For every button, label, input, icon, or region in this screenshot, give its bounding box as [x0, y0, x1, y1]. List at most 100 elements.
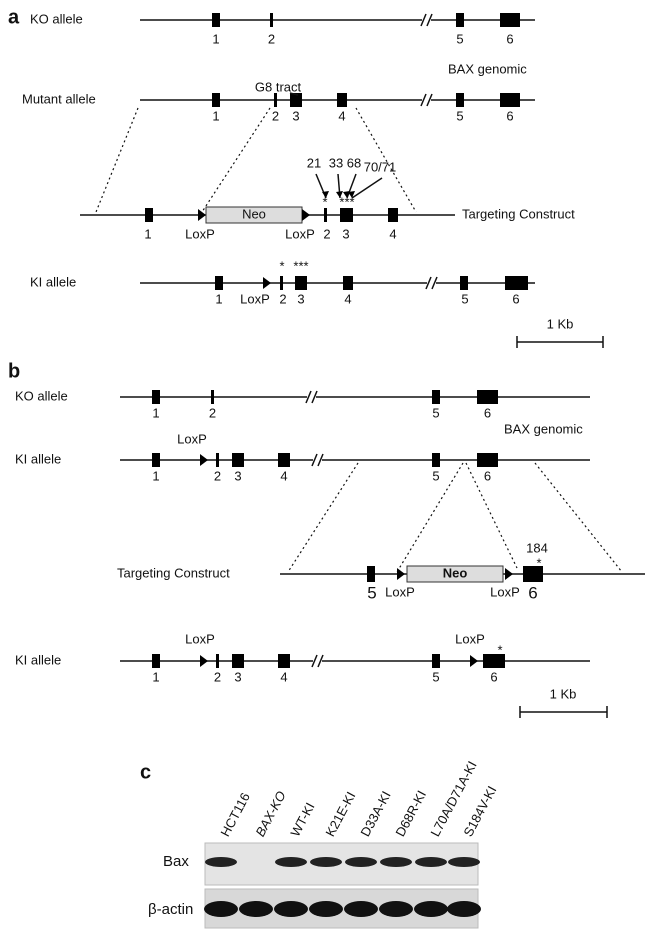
exon — [324, 208, 327, 222]
lane-label: D33A-KI — [357, 789, 393, 839]
break — [425, 276, 432, 290]
mutation-label: 70/71 — [364, 159, 397, 174]
exon — [477, 453, 498, 467]
exon — [483, 654, 505, 668]
exon — [367, 566, 375, 582]
label: 4 — [280, 669, 287, 684]
exon — [280, 276, 283, 290]
panel-label: b — [8, 360, 20, 382]
mutation-label: 21 — [307, 155, 321, 170]
label: 1 — [144, 226, 151, 241]
break-gap — [313, 454, 322, 466]
guide — [534, 462, 623, 573]
exon — [274, 93, 277, 107]
exon — [211, 390, 214, 404]
mutation-label: 184 — [526, 540, 548, 555]
break — [317, 453, 324, 467]
row-label: KI allele — [15, 652, 61, 667]
annotation: G8 tract — [255, 79, 302, 94]
break-gap — [422, 14, 431, 26]
label: 2 — [268, 31, 275, 46]
exon — [232, 453, 244, 467]
label: 3 — [292, 108, 299, 123]
label: LoxP — [240, 291, 270, 306]
break — [311, 453, 318, 467]
break — [420, 13, 427, 27]
label: LoxP — [185, 226, 215, 241]
exon — [340, 208, 353, 222]
label: 5 — [432, 468, 439, 483]
genomic-label: BAX genomic — [448, 61, 527, 76]
exon — [388, 208, 398, 222]
row-label: Targeting Construct — [117, 565, 230, 580]
band — [447, 901, 481, 917]
row-label: KO allele — [30, 11, 83, 26]
label: 4 — [344, 291, 351, 306]
break-gap — [427, 277, 436, 289]
label: LoxP — [285, 226, 315, 241]
exon — [523, 566, 543, 582]
label: 3 — [234, 669, 241, 684]
band — [275, 857, 307, 867]
exon — [432, 453, 440, 467]
label: LoxP — [490, 584, 520, 599]
label: 1 — [152, 468, 159, 483]
break-gap — [313, 655, 322, 667]
label: 2 — [214, 468, 221, 483]
marker: * — [322, 194, 327, 209]
loxp — [198, 209, 206, 221]
label: 4 — [389, 226, 396, 241]
arrow-head — [348, 191, 355, 198]
label: 3 — [234, 468, 241, 483]
exon — [212, 93, 220, 107]
pointer — [289, 92, 299, 96]
marker: * — [536, 555, 541, 570]
loxp — [397, 568, 405, 580]
label: 4 — [280, 468, 287, 483]
break-gap — [307, 391, 316, 403]
row-label: Bax — [163, 853, 189, 870]
loxp — [200, 454, 208, 466]
exon — [152, 390, 160, 404]
exon — [215, 276, 223, 290]
exon — [505, 276, 528, 290]
label: 6 — [528, 583, 537, 602]
mutation-label: 33 — [329, 155, 343, 170]
exon — [145, 208, 153, 222]
lane-label: S184V-KI — [460, 783, 499, 839]
label: 6 — [484, 405, 491, 420]
exon — [460, 276, 468, 290]
exon — [343, 276, 353, 290]
row-label: Targeting Construct — [462, 206, 575, 221]
loxp — [263, 277, 271, 289]
label: LoxP — [185, 631, 215, 646]
marker: * — [279, 258, 284, 273]
label: 5 — [456, 108, 463, 123]
genomic-label: BAX genomic — [504, 421, 583, 436]
exon — [216, 654, 219, 668]
guide — [95, 107, 139, 213]
exon — [270, 13, 273, 27]
arrow-head — [322, 191, 329, 198]
band — [415, 857, 447, 867]
label: 3 — [342, 226, 349, 241]
row-label: KI allele — [15, 451, 61, 466]
marker: *** — [293, 258, 308, 273]
label: 6 — [490, 669, 497, 684]
label: LoxP — [177, 431, 207, 446]
guide — [396, 462, 464, 573]
exon — [432, 390, 440, 404]
exon — [432, 654, 440, 668]
label: LoxP — [385, 584, 415, 599]
band — [379, 901, 413, 917]
break — [431, 276, 438, 290]
panel-label: a — [8, 6, 20, 28]
label: 2 — [279, 291, 286, 306]
loxp — [302, 209, 310, 221]
exon — [278, 654, 290, 668]
arrow-head — [343, 191, 350, 198]
exon — [232, 654, 244, 668]
label: 1 — [212, 108, 219, 123]
loxp — [505, 568, 513, 580]
break — [420, 93, 427, 107]
